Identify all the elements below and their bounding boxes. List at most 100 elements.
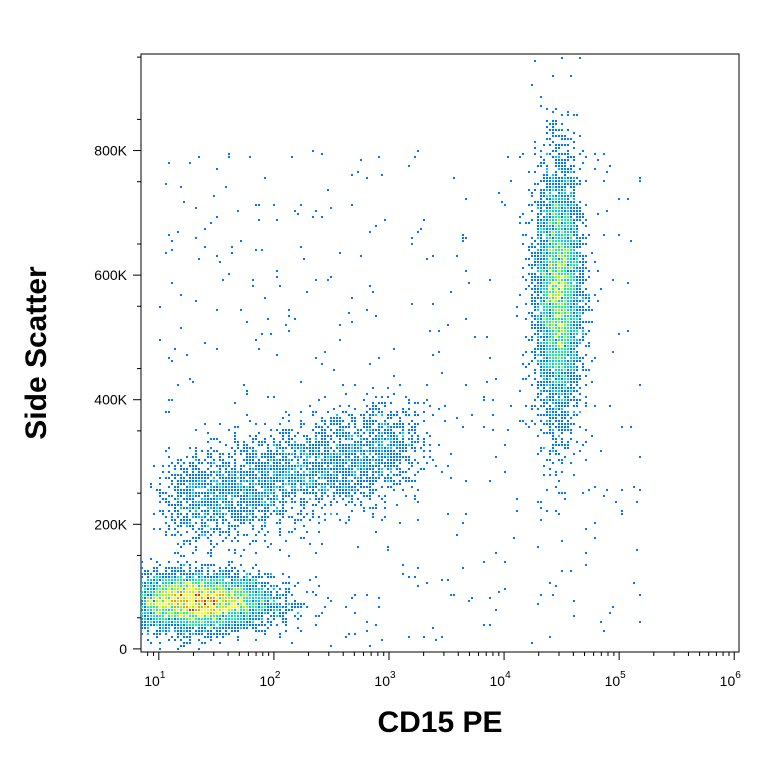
event-dot <box>327 456 329 458</box>
event-dot <box>270 435 272 437</box>
event-dot <box>291 453 293 455</box>
event-dot <box>156 612 158 614</box>
event-dot <box>360 444 362 446</box>
event-dot <box>183 477 185 479</box>
event-dot <box>564 189 566 191</box>
event-dot <box>555 249 557 251</box>
event-dot <box>567 351 569 353</box>
event-dot <box>567 153 569 155</box>
event-dot <box>216 612 218 614</box>
event-dot <box>261 453 263 455</box>
event-dot <box>342 429 344 431</box>
event-dot <box>336 492 338 494</box>
event-dot <box>183 615 185 617</box>
event-dot <box>381 486 383 488</box>
event-dot <box>183 618 185 620</box>
event-dot <box>195 495 197 497</box>
event-dot <box>330 600 332 602</box>
event-dot <box>540 189 542 191</box>
event-dot <box>408 165 410 167</box>
event-dot <box>216 621 218 623</box>
event-dot <box>567 420 569 422</box>
event-dot <box>177 552 179 554</box>
event-dot <box>252 603 254 605</box>
event-dot <box>198 624 200 626</box>
event-dot <box>258 477 260 479</box>
event-dot <box>534 279 536 281</box>
event-dot <box>222 522 224 524</box>
event-dot <box>261 615 263 617</box>
event-dot <box>357 432 359 434</box>
event-dot <box>192 594 194 596</box>
event-dot <box>228 501 230 503</box>
event-dot <box>381 462 383 464</box>
event-dot <box>504 471 506 473</box>
event-dot <box>579 300 581 302</box>
event-dot <box>573 474 575 476</box>
event-dot <box>186 525 188 527</box>
event-dot <box>168 501 170 503</box>
event-dot <box>207 441 209 443</box>
event-dot <box>285 630 287 632</box>
event-dot <box>264 591 266 593</box>
event-dot <box>306 462 308 464</box>
event-dot <box>198 468 200 470</box>
event-dot <box>552 228 554 230</box>
event-dot <box>543 432 545 434</box>
event-dot <box>189 594 191 596</box>
event-dot <box>372 441 374 443</box>
event-dot <box>573 303 575 305</box>
event-dot <box>591 309 593 311</box>
event-dot <box>363 480 365 482</box>
event-dot <box>270 615 272 617</box>
event-dot <box>324 429 326 431</box>
event-dot <box>387 474 389 476</box>
event-dot <box>540 258 542 260</box>
event-dot <box>357 498 359 500</box>
event-dot <box>192 468 194 470</box>
event-dot <box>297 444 299 446</box>
event-dot <box>594 405 596 407</box>
event-dot <box>249 603 251 605</box>
event-dot <box>540 519 542 521</box>
event-dot <box>162 591 164 593</box>
event-dot <box>570 222 572 224</box>
event-dot <box>357 441 359 443</box>
event-dot <box>294 318 296 320</box>
event-dot <box>417 231 419 233</box>
event-dot <box>186 627 188 629</box>
event-dot <box>144 585 146 587</box>
event-dot <box>411 420 413 422</box>
event-dot <box>546 258 548 260</box>
event-dot <box>144 582 146 584</box>
event-dot <box>219 534 221 536</box>
event-dot <box>246 504 248 506</box>
event-dot <box>468 282 470 284</box>
event-dot <box>540 252 542 254</box>
event-dot <box>375 435 377 437</box>
event-dot <box>552 75 554 77</box>
event-dot <box>177 504 179 506</box>
event-dot <box>531 315 533 317</box>
event-dot <box>192 381 194 383</box>
event-dot <box>195 579 197 581</box>
event-dot <box>417 435 419 437</box>
event-dot <box>540 225 542 227</box>
event-dot <box>222 633 224 635</box>
event-dot <box>564 234 566 236</box>
event-dot <box>336 486 338 488</box>
event-dot <box>543 354 545 356</box>
event-dot <box>189 627 191 629</box>
event-dot <box>387 468 389 470</box>
event-dot <box>330 207 332 209</box>
event-dot <box>546 228 548 230</box>
event-dot <box>201 486 203 488</box>
event-dot <box>186 474 188 476</box>
event-dot <box>204 576 206 578</box>
event-dot <box>270 429 272 431</box>
event-dot <box>585 402 587 404</box>
event-dot <box>441 372 443 374</box>
event-dot <box>294 486 296 488</box>
event-dot <box>261 492 263 494</box>
event-dot <box>255 477 257 479</box>
